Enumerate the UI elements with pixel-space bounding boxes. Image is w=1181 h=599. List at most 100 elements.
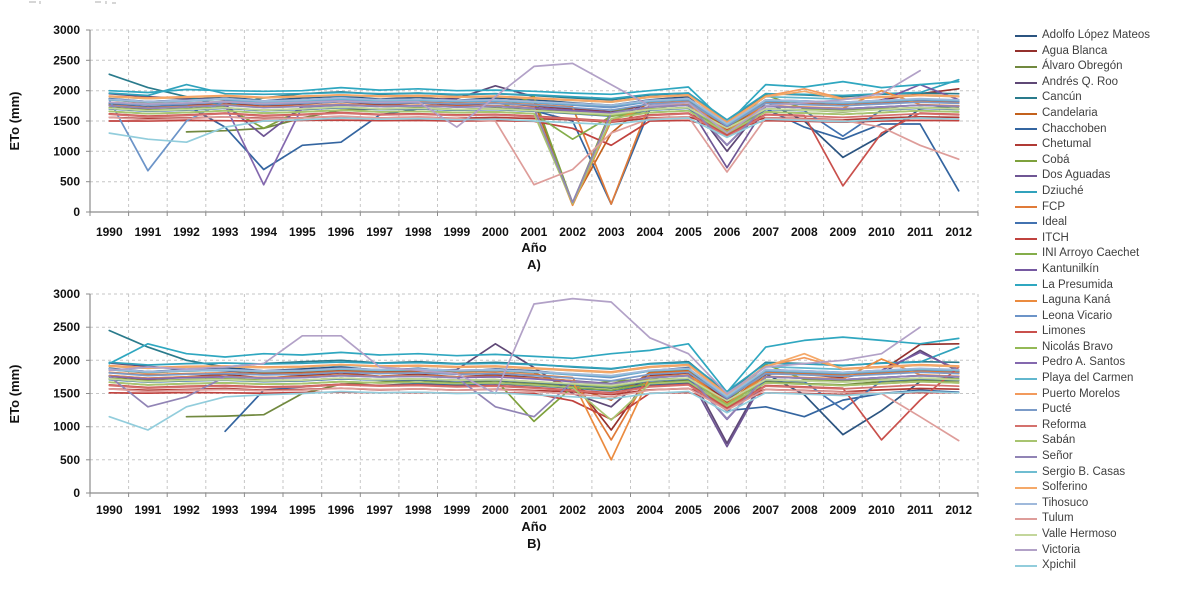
legend-item: Sergio B. Casas	[1015, 465, 1181, 481]
x-tick-label: 2006	[714, 503, 741, 517]
series-line	[108, 117, 960, 144]
legend-item: ITCH	[1015, 231, 1181, 247]
legend-item: Reforma	[1015, 418, 1181, 434]
legend-item: Xpichil	[1015, 558, 1181, 574]
legend-item-label: Cobá	[1042, 153, 1070, 166]
legend-swatch-line	[1015, 377, 1037, 380]
legend-swatch-line	[1015, 237, 1037, 240]
legend-swatch-line	[1015, 253, 1037, 256]
series-line	[108, 297, 921, 395]
legend-item-label: Laguna Kaná	[1042, 294, 1111, 307]
legend-swatch-line	[1015, 471, 1037, 474]
legend-swatch-line	[1015, 424, 1037, 427]
series-line	[224, 382, 960, 433]
legend-swatch-line	[1015, 159, 1037, 162]
legend-item: Candelaria	[1015, 106, 1181, 122]
series-line	[108, 384, 960, 411]
panel-b: 0 500 1000 1500 2000 2500 3000 1990 1991 1992 1993…	[53, 287, 979, 517]
legend-swatch-line	[1015, 393, 1037, 396]
legend-item-label: Valle Hermoso	[1042, 528, 1117, 540]
legend-item-label: Tulum	[1042, 512, 1074, 525]
x-tick-label: 1995	[289, 503, 316, 517]
legend-item: Tulum	[1015, 511, 1181, 527]
legend-item: Ideal	[1015, 215, 1181, 231]
legend-swatch-line	[1015, 455, 1037, 458]
legend-swatch-line	[1015, 128, 1037, 131]
legend-item-label: Playa del Carmen	[1042, 372, 1134, 385]
panel-a-caption: A)	[527, 257, 541, 272]
x-tick-label: 2006	[714, 225, 741, 239]
x-tick-label: 1991	[135, 503, 162, 517]
y-tick-label: 1500	[53, 114, 80, 128]
legend-swatch-line	[1015, 331, 1037, 334]
series-line	[108, 109, 960, 205]
x-tick-label: 1999	[443, 503, 470, 517]
x-tick-label: 2002	[559, 503, 586, 517]
legend-item: Playa del Carmen	[1015, 371, 1181, 387]
legend-swatch-line	[1015, 50, 1037, 53]
x-tick-label: 1997	[366, 503, 393, 517]
cropped-text-fragment	[29, 1, 116, 4]
chart-legend: Adolfo López Mateos Agua Blanca Álvaro Obr…	[1015, 28, 1181, 574]
x-tick-label: 1992	[173, 503, 200, 517]
series-line	[108, 346, 960, 393]
panel-a: 0 500 1000 1500 2000 2500 3000 1990 1991 1992 1993…	[53, 23, 979, 239]
x-tick-label: 1993	[212, 225, 239, 239]
legend-swatch-line	[1015, 549, 1037, 552]
x-tick-label: 2001	[521, 225, 548, 239]
x-tick-label: 1993	[212, 503, 239, 517]
panel-b-x-axis-title: Año	[521, 519, 546, 534]
legend-item-label: FCP	[1042, 200, 1065, 213]
panel-a-x-axis-title: Año	[521, 240, 546, 255]
legend-swatch-line	[1015, 284, 1037, 287]
legend-item-label: Agua Blanca	[1042, 44, 1108, 57]
legend-swatch-line	[1015, 518, 1037, 521]
legend-item-label: Ideal	[1042, 216, 1067, 229]
series-lines	[108, 62, 960, 207]
series-line	[108, 377, 960, 402]
legend-swatch-line	[1015, 502, 1037, 505]
legend-swatch-line	[1015, 299, 1037, 302]
legend-item: Álvaro Obregón	[1015, 59, 1181, 75]
legend-item-label: Sergio B. Casas	[1042, 465, 1126, 478]
series-line	[108, 371, 960, 399]
legend-item: Victoria	[1015, 543, 1181, 559]
panel-b-caption: B)	[527, 536, 541, 551]
x-tick-label: 2010	[868, 225, 895, 239]
x-tick-label: 1990	[96, 225, 123, 239]
series-line	[108, 90, 960, 125]
legend-item: Chetumal	[1015, 137, 1181, 153]
legend-swatch-line	[1015, 97, 1037, 100]
x-tick-label: 1994	[250, 225, 277, 239]
series-line	[108, 387, 960, 442]
x-tick-label: 2008	[791, 225, 818, 239]
legend-item: Pucté	[1015, 402, 1181, 418]
series-line	[108, 62, 921, 134]
legend-item-label: Dos Aguadas	[1042, 169, 1111, 182]
legend-item: Cobá	[1015, 153, 1181, 169]
series-line	[108, 103, 960, 204]
legend-item-label: Kantunilkín	[1042, 262, 1099, 275]
legend-item-label: Adolfo López Mateos	[1042, 29, 1151, 41]
legend-item-label: Xpichil	[1042, 559, 1076, 572]
legend-item-label: Chacchoben	[1042, 122, 1107, 135]
legend-swatch-line	[1015, 221, 1037, 224]
x-tick-label: 1992	[173, 225, 200, 239]
y-tick-label: 2000	[53, 84, 80, 98]
legend-item-label: Puerto Morelos	[1042, 387, 1120, 400]
x-tick-label: 2005	[675, 503, 702, 517]
x-tick-label: 2004	[636, 225, 663, 239]
x-tick-label: 1998	[405, 225, 432, 239]
legend-swatch-line	[1015, 112, 1037, 115]
legend-swatch-line	[1015, 533, 1037, 536]
legend-swatch-line	[1015, 315, 1037, 318]
legend-item: Leona Vicario	[1015, 309, 1181, 325]
x-tick-label: 1996	[328, 225, 355, 239]
legend-item: Andrés Q. Roo	[1015, 75, 1181, 91]
series-line	[108, 119, 960, 147]
legend-swatch-line	[1015, 346, 1037, 349]
legend-item: INI Arroyo Caechet	[1015, 246, 1181, 262]
legend-item-label: Reforma	[1042, 418, 1087, 431]
